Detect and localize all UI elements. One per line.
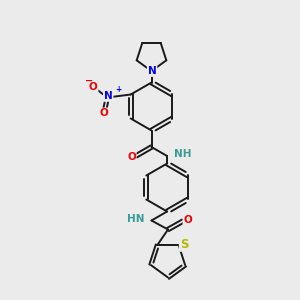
Text: O: O <box>127 152 136 162</box>
Text: S: S <box>180 238 188 251</box>
Text: O: O <box>89 82 98 92</box>
Text: NH: NH <box>174 149 191 159</box>
Text: −: − <box>85 75 93 85</box>
Text: +: + <box>116 85 122 94</box>
Text: N: N <box>104 91 112 101</box>
Text: N: N <box>148 66 157 76</box>
Text: O: O <box>99 108 108 118</box>
Text: O: O <box>183 215 192 225</box>
Text: HN: HN <box>128 214 145 224</box>
